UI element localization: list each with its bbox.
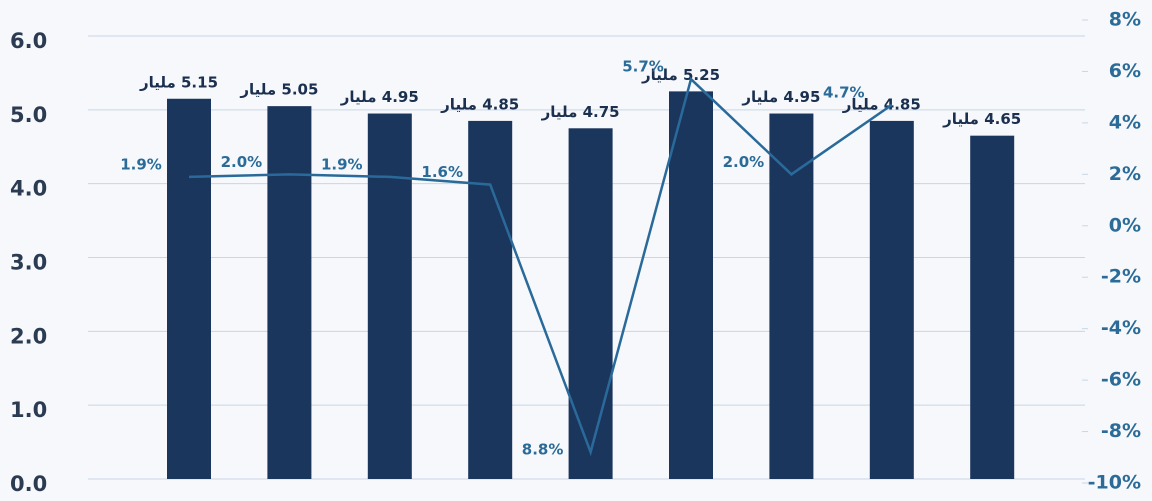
y-tick-label: 1.0 [10, 398, 47, 422]
y2-tick-label: 4% [1109, 111, 1141, 133]
y2-tick-label: -8% [1101, 420, 1141, 442]
bar [568, 128, 613, 479]
bar-value-label: 4.85 مليار [842, 95, 921, 113]
line-value-label: 4.7% [823, 83, 865, 101]
y-tick-label: 6.0 [10, 29, 47, 53]
y2-tick-label: 6% [1109, 60, 1141, 82]
bar-value-label: 5.15 مليار [139, 73, 218, 91]
bar-value-label: 5.25 مليار [641, 66, 720, 84]
line-value-label: 5.7% [622, 58, 664, 76]
bar [769, 113, 814, 480]
bar [167, 98, 211, 479]
bar [468, 120, 513, 480]
bar-value-label: 4.85 مليار [440, 95, 519, 113]
bar-value-label: 4.65 مليار [942, 110, 1021, 128]
bar [367, 113, 412, 480]
bar-value-label: 4.75 مليار [541, 103, 620, 121]
bar [869, 120, 914, 480]
y2-tick-label: -2% [1101, 266, 1141, 288]
line-value-label: 1.6% [421, 163, 463, 181]
y-tick-label: 5.0 [10, 103, 47, 127]
bar [970, 135, 1015, 480]
line-value-label: 8.8% [522, 441, 564, 459]
line-value-label: 2.0% [723, 153, 765, 171]
y2-tick-label: 0% [1109, 214, 1141, 236]
bar [267, 106, 312, 480]
y2-tick-label: -6% [1101, 369, 1141, 391]
y2-tick-label: -4% [1101, 317, 1141, 339]
y-tick-label: 2.0 [10, 324, 47, 348]
line [188, 76, 893, 457]
bar-value-label: 4.95 مليار [741, 88, 820, 106]
y-tick-label: 0.0 [10, 472, 47, 496]
bar-value-label: 4.95 مليار [340, 88, 419, 106]
y-tick-label: 4.0 [10, 177, 47, 201]
line-value-label: 1.9% [321, 155, 363, 173]
y2-tick-label: -10% [1088, 472, 1141, 494]
line-value-label: 2.0% [221, 153, 263, 171]
bar-value-label: 5.05 مليار [239, 81, 318, 99]
line-value-label: 1.9% [120, 155, 162, 173]
y2-tick-label: 2% [1109, 163, 1141, 185]
bar [669, 91, 713, 479]
y2-tick-label: 8% [1109, 9, 1141, 31]
y-tick-label: 3.0 [10, 251, 47, 275]
